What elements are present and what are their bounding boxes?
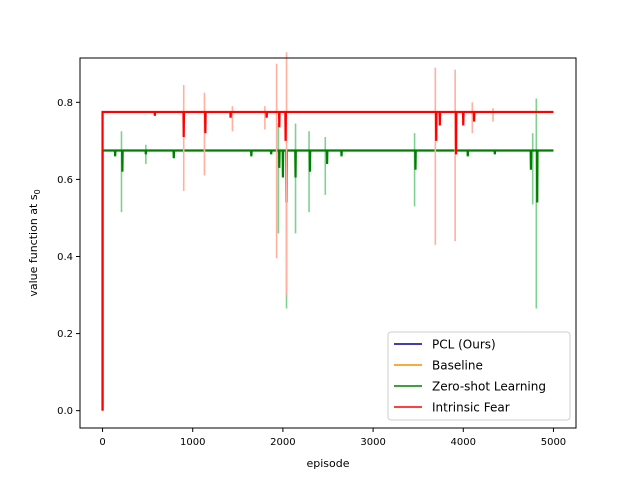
y-axis-label-main: value function at s — [27, 194, 40, 297]
y-tick-label: 0.4 — [57, 252, 73, 263]
x-tick-label: 5000 — [541, 437, 566, 448]
legend-label-zero-shot-learning: Zero-shot Learning — [432, 380, 546, 394]
y-tick-label: 0.0 — [57, 406, 73, 417]
y-axis-label-group: value function at s0 — [27, 189, 42, 296]
x-tick-label: 0 — [99, 437, 105, 448]
axis-ticks: 0 1000 2000 3000 4000 5000 0.0 0.2 0.4 0.6 0.8 — [57, 98, 566, 448]
y-tick-label: 0.8 — [57, 98, 73, 109]
legend: PCL (Ours) Baseline Zero-shot Learning Intr… — [387, 331, 571, 421]
y-tick-label: 0.6 — [57, 175, 73, 186]
x-tick-label: 1000 — [180, 437, 205, 448]
y-axis-label-subscript: 0 — [33, 189, 42, 194]
legend-label-intrinsic-fear: Intrinsic Fear — [432, 401, 510, 415]
legend-items: PCL (Ours) Baseline Zero-shot Learning Intr… — [394, 338, 546, 415]
plot-area — [101, 52, 554, 411]
legend-frame — [387, 331, 571, 421]
y-axis-label: value function at s0 — [27, 189, 42, 296]
x-tick-label: 3000 — [360, 437, 385, 448]
x-axis-label: episode — [306, 457, 349, 470]
legend-label-baseline: Baseline — [432, 359, 483, 373]
axes-frame — [79, 57, 577, 429]
y-tick-label: 0.2 — [57, 329, 73, 340]
x-tick-label: 4000 — [451, 437, 476, 448]
legend-label-pcl-ours: PCL (Ours) — [432, 338, 496, 352]
intrinsic-fear-line — [101, 110, 554, 411]
x-tick-label: 2000 — [270, 437, 295, 448]
